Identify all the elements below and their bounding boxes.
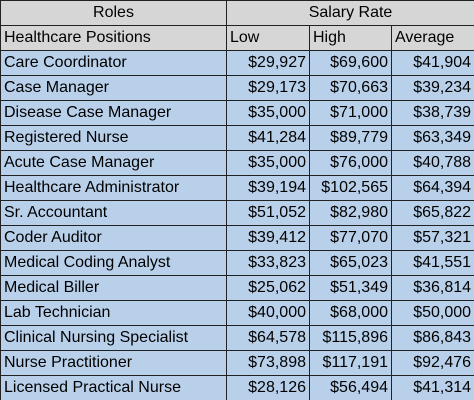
salary-cell: $39,194 <box>226 175 310 201</box>
column-header: High <box>309 25 392 51</box>
column-header: Average <box>390 25 474 51</box>
data-row: Care Coordinator $29,927 $69,600 $41,904 <box>0 50 474 76</box>
data-row: Registered Nurse $41,284 $89,779 $63,349 <box>0 125 474 151</box>
salary-cell: $57,321 <box>390 225 474 251</box>
salary-cell: $25,062 <box>226 275 310 301</box>
salary-cell: $68,000 <box>309 300 392 326</box>
salary-cell: $77,070 <box>309 225 392 251</box>
data-row: Acute Case Manager $35,000 $76,000 $40,788 <box>0 150 474 176</box>
salary-cell: $89,779 <box>309 125 392 151</box>
salary-cell: $102,565 <box>309 175 392 201</box>
data-row: Disease Case Manager $35,000 $71,000 $38,73… <box>0 100 474 126</box>
salary-cell: $63,349 <box>390 125 474 151</box>
column-header: Low <box>226 25 310 51</box>
data-row: Clinical Nursing Specialist $64,578 $115,8… <box>0 325 474 351</box>
data-row: Coder Auditor $39,412 $77,070 $57,321 <box>0 225 474 251</box>
salary-cell: $29,173 <box>226 75 310 101</box>
column-header: Healthcare Positions <box>0 25 227 51</box>
salary-cell: $28,126 <box>226 375 310 400</box>
role-cell: Medical Biller <box>0 275 227 301</box>
salary-cell: $115,896 <box>309 325 392 351</box>
salary-cell: $51,052 <box>226 200 310 226</box>
role-cell: Nurse Practitioner <box>0 350 227 376</box>
role-cell: Acute Case Manager <box>0 150 227 176</box>
salary-cell: $76,000 <box>309 150 392 176</box>
role-cell: Care Coordinator <box>0 50 227 76</box>
salary-cell: $39,412 <box>226 225 310 251</box>
salary-cell: $35,000 <box>226 150 310 176</box>
data-row: Nurse Practitioner $73,898 $117,191 $92,476 <box>0 350 474 376</box>
role-cell: Registered Nurse <box>0 125 227 151</box>
salary-cell: $51,349 <box>309 275 392 301</box>
column-header-row: Healthcare Positions Low High Average <box>0 25 474 51</box>
salary-cell: $65,023 <box>309 250 392 276</box>
salary-cell: $73,898 <box>226 350 310 376</box>
salary-cell: $38,739 <box>390 100 474 126</box>
role-cell: Sr. Accountant <box>0 200 227 226</box>
group-header-row: Roles Salary Rate <box>0 0 474 26</box>
salary-cell: $69,600 <box>309 50 392 76</box>
role-cell: Lab Technician <box>0 300 227 326</box>
salary-cell: $33,823 <box>226 250 310 276</box>
salary-cell: $29,927 <box>226 50 310 76</box>
salary-cell: $50,000 <box>390 300 474 326</box>
role-cell: Coder Auditor <box>0 225 227 251</box>
role-cell: Medical Coding Analyst <box>0 250 227 276</box>
role-cell: Case Manager <box>0 75 227 101</box>
data-row: Medical Biller $25,062 $51,349 $36,814 <box>0 275 474 301</box>
data-row: Medical Coding Analyst $33,823 $65,023 $41,… <box>0 250 474 276</box>
group-header: Roles <box>0 0 227 26</box>
salary-cell: $40,000 <box>226 300 310 326</box>
data-row: Licensed Practical Nurse $28,126 $56,494 $4… <box>0 375 474 400</box>
role-cell: Healthcare Administrator <box>0 175 227 201</box>
role-cell: Disease Case Manager <box>0 100 227 126</box>
salary-cell: $56,494 <box>309 375 392 400</box>
data-row: Sr. Accountant $51,052 $82,980 $65,822 <box>0 200 474 226</box>
salary-cell: $71,000 <box>309 100 392 126</box>
salary-cell: $41,314 <box>390 375 474 400</box>
salary-cell: $86,843 <box>390 325 474 351</box>
group-header: Salary Rate <box>225 0 474 26</box>
salary-cell: $41,284 <box>226 125 310 151</box>
salary-cell: $82,980 <box>309 200 392 226</box>
data-row: Lab Technician $40,000 $68,000 $50,000 <box>0 300 474 326</box>
salary-cell: $64,394 <box>390 175 474 201</box>
salary-cell: $70,663 <box>309 75 392 101</box>
salary-cell: $36,814 <box>390 275 474 301</box>
salary-cell: $41,551 <box>390 250 474 276</box>
salary-cell: $65,822 <box>390 200 474 226</box>
salary-cell: $117,191 <box>309 350 392 376</box>
salary-cell: $40,788 <box>390 150 474 176</box>
data-row: Case Manager $29,173 $70,663 $39,234 <box>0 75 474 101</box>
data-row: Healthcare Administrator $39,194 $102,565 $… <box>0 175 474 201</box>
salary-cell: $39,234 <box>390 75 474 101</box>
salary-cell: $35,000 <box>226 100 310 126</box>
salary-cell: $64,578 <box>226 325 310 351</box>
role-cell: Licensed Practical Nurse <box>0 375 227 400</box>
salary-cell: $92,476 <box>390 350 474 376</box>
salary-cell: $41,904 <box>390 50 474 76</box>
role-cell: Clinical Nursing Specialist <box>0 325 227 351</box>
